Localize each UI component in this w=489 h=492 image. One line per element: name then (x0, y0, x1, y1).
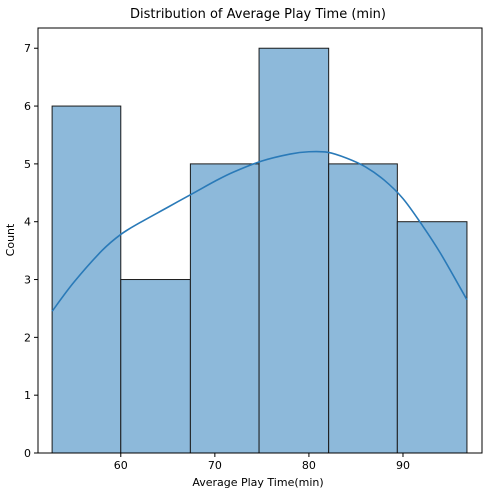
histogram-bar-5 (328, 163, 398, 454)
y-tick-label: 6 (24, 100, 31, 113)
y-tick-label: 5 (24, 158, 31, 171)
chart-title: Distribution of Average Play Time (min) (130, 7, 386, 22)
x-axis-label: Average Play Time(min) (192, 476, 323, 489)
y-tick-label: 4 (24, 216, 31, 229)
x-tick-label: 70 (208, 459, 222, 472)
y-axis-label: Count (4, 223, 17, 256)
histogram-bar-6 (396, 221, 468, 454)
histogram-bar-4 (258, 47, 330, 454)
x-tick-label: 60 (114, 459, 128, 472)
x-tick-label: 80 (302, 459, 316, 472)
histogram-bar-2 (120, 279, 191, 454)
y-axis-ticks: 0 1 2 3 4 5 6 7 (24, 42, 38, 460)
plot-frame (37, 27, 483, 454)
y-tick-label: 0 (24, 447, 31, 460)
y-tick-label: 1 (24, 389, 31, 402)
x-tick-label: 90 (396, 459, 410, 472)
y-tick-label: 7 (24, 42, 31, 55)
histogram-bar-1 (51, 105, 122, 454)
histogram-bar-3 (189, 163, 260, 454)
x-axis-ticks: 60 70 80 90 (114, 453, 410, 472)
y-tick-label: 3 (24, 274, 31, 287)
y-tick-label: 2 (24, 331, 31, 344)
kde-curve (51, 150, 468, 312)
histogram-bars (51, 47, 468, 454)
